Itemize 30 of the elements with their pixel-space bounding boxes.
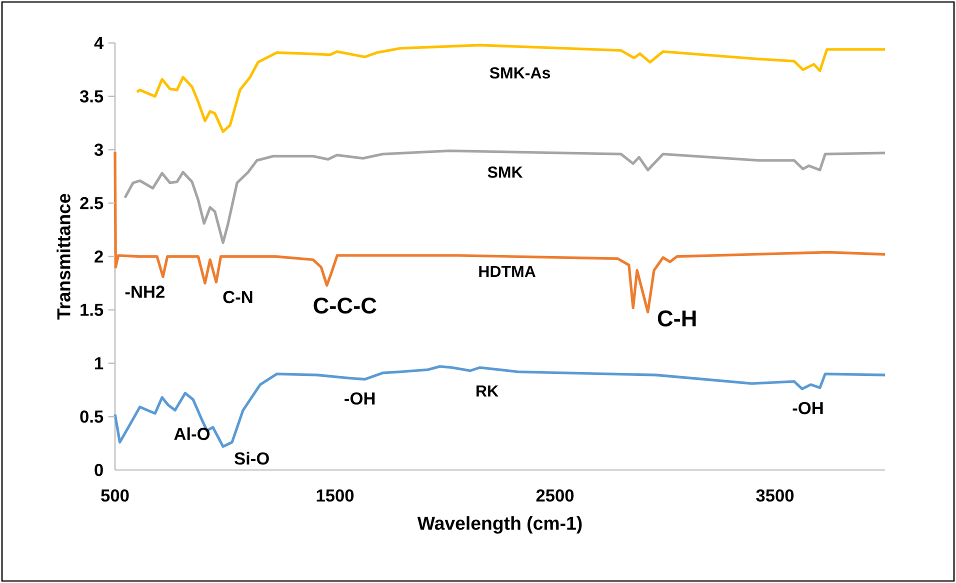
annotation: -OH: [792, 402, 823, 414]
line-series: [136, 44, 886, 133]
x-tick-label: 2500: [536, 489, 574, 502]
series-label: SMK: [488, 166, 523, 178]
annotation: C-C-C: [314, 298, 376, 314]
y-tick-label: 3.5: [80, 90, 104, 103]
annotation: -NH2: [125, 286, 164, 298]
line-series: [114, 365, 886, 448]
x-tick-label: 1500: [316, 489, 354, 502]
y-tick-label: 3: [94, 144, 103, 156]
line-series: [124, 149, 886, 244]
annotation: Si-O: [234, 452, 269, 465]
series-label: HDTMA: [479, 266, 536, 277]
y-tick-label: 2.5: [80, 196, 104, 210]
annotation: Al-O: [174, 427, 210, 440]
y-tick-label: 4: [94, 37, 104, 49]
y-tick-label: 1: [95, 357, 104, 370]
y-tick-label: 1.5: [80, 304, 104, 316]
y-axis-title: Transmittance: [56, 194, 70, 320]
annotation: C-N: [223, 290, 252, 304]
x-tick-label: 500: [101, 489, 129, 502]
y-tick-label: 2: [94, 250, 103, 263]
x-tick-label: 3500: [756, 489, 794, 502]
y-tick-label: 0.5: [80, 410, 104, 423]
annotation: C-H: [658, 310, 696, 326]
series-label: SMK-As: [490, 67, 550, 79]
x-axis-title: Wavelength (cm-1): [417, 516, 582, 534]
annotation: -OH: [344, 392, 375, 405]
y-tick-label: 0: [94, 464, 103, 476]
series-label: RK: [476, 386, 498, 397]
